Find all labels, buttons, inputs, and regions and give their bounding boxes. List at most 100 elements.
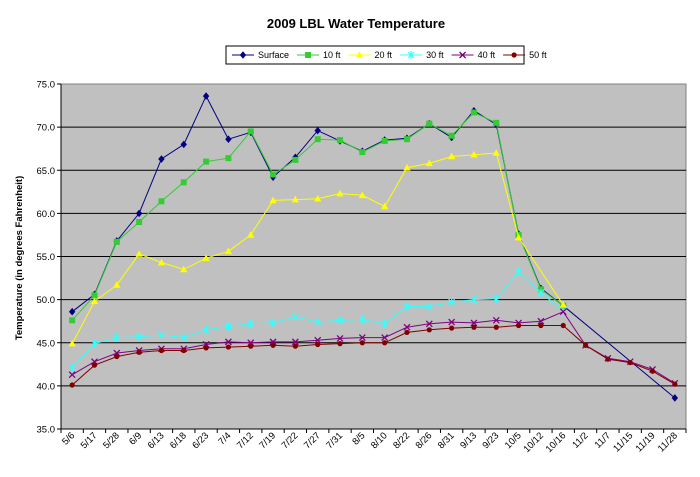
data-point bbox=[649, 368, 656, 374]
legend-marker bbox=[511, 52, 517, 58]
data-point bbox=[337, 341, 343, 347]
x-tick-label: 11/2 bbox=[570, 430, 590, 450]
data-point bbox=[135, 250, 143, 257]
series-line bbox=[71, 325, 676, 386]
data-point bbox=[425, 159, 433, 167]
data-point bbox=[358, 334, 366, 342]
legend-label: 10 ft bbox=[323, 50, 341, 60]
data-point bbox=[202, 325, 210, 334]
data-point bbox=[493, 324, 499, 330]
data-point bbox=[91, 292, 98, 299]
data-point bbox=[113, 281, 121, 288]
data-point bbox=[91, 339, 98, 348]
data-point bbox=[358, 315, 366, 324]
data-point bbox=[247, 128, 254, 135]
legend-label: 40 ft bbox=[478, 50, 496, 60]
series-line bbox=[71, 152, 564, 344]
data-point bbox=[403, 163, 411, 171]
x-tick-label: 11/19 bbox=[634, 430, 658, 454]
y-tick-label: 50.0 bbox=[37, 295, 56, 306]
legend-marker bbox=[305, 52, 312, 58]
data-point bbox=[224, 247, 233, 255]
legend-label: 30 ft bbox=[426, 50, 444, 60]
x-tick-label: 10/5 bbox=[503, 430, 524, 451]
series-layer bbox=[68, 92, 679, 402]
x-tick-label: 6/23 bbox=[190, 430, 211, 451]
data-point bbox=[180, 179, 187, 186]
data-point bbox=[448, 298, 456, 307]
legend-item: 20 ft bbox=[348, 50, 393, 60]
data-point bbox=[248, 343, 254, 349]
data-point bbox=[537, 288, 545, 297]
data-point bbox=[448, 152, 456, 160]
data-point bbox=[359, 340, 365, 346]
data-point bbox=[224, 338, 232, 346]
data-point bbox=[135, 209, 143, 218]
y-tick-label: 70.0 bbox=[37, 123, 56, 134]
y-tick-label: 40.0 bbox=[37, 381, 56, 392]
data-point bbox=[68, 371, 76, 379]
y-tick-label: 60.0 bbox=[37, 209, 56, 220]
data-point bbox=[337, 137, 344, 144]
y-tick-label: 55.0 bbox=[37, 252, 56, 263]
y-tick-label: 65.0 bbox=[37, 166, 56, 177]
x-tick-label: 8/31 bbox=[436, 430, 457, 451]
x-tick-label: 9/23 bbox=[481, 430, 502, 451]
legend-item: 50 ft bbox=[503, 50, 547, 60]
data-point bbox=[270, 342, 276, 348]
x-tick-label: 8/10 bbox=[369, 430, 390, 451]
legend-item: Surface bbox=[232, 50, 289, 60]
data-point bbox=[314, 126, 321, 135]
x-tick-label: 5/6 bbox=[60, 430, 77, 447]
data-point bbox=[470, 295, 478, 304]
x-tick-label: 7/27 bbox=[302, 430, 323, 451]
x-tick-label: 7/19 bbox=[257, 430, 278, 451]
data-point bbox=[448, 318, 456, 326]
data-point bbox=[314, 194, 322, 202]
data-point bbox=[514, 233, 523, 241]
data-point bbox=[470, 109, 477, 116]
data-point bbox=[403, 323, 411, 331]
data-point bbox=[381, 319, 389, 328]
legend-item: 40 ft bbox=[451, 50, 496, 60]
x-tick-label: 5/17 bbox=[79, 430, 100, 451]
x-tick-label: 11/28 bbox=[656, 430, 680, 454]
chart-title: 2009 LBL Water Temperature bbox=[267, 16, 445, 31]
data-point bbox=[336, 334, 344, 342]
legend-item: 30 ft bbox=[400, 50, 444, 60]
data-point bbox=[158, 330, 165, 339]
legend-marker bbox=[459, 51, 467, 59]
data-point bbox=[560, 322, 566, 329]
x-tick-label: 7/22 bbox=[280, 430, 301, 451]
data-point bbox=[157, 258, 166, 266]
data-point bbox=[336, 316, 344, 325]
data-point bbox=[403, 136, 410, 143]
x-axis-ticks: 5/6 5/17 5/28 6/9 6/13 6/18 6/23 7/4 7/12 7/19 7/2… bbox=[60, 429, 687, 455]
data-point bbox=[671, 394, 679, 402]
x-tick-label: 10/16 bbox=[544, 430, 569, 455]
data-point bbox=[292, 343, 298, 349]
data-point bbox=[314, 136, 321, 143]
data-point bbox=[493, 119, 500, 126]
series-20-ft bbox=[68, 149, 567, 347]
data-point bbox=[90, 297, 99, 305]
data-point bbox=[582, 342, 589, 348]
data-point bbox=[113, 238, 120, 245]
data-point bbox=[381, 334, 389, 342]
data-point bbox=[180, 333, 188, 342]
data-point bbox=[69, 382, 75, 388]
data-point bbox=[202, 254, 210, 262]
x-tick-label: 8/22 bbox=[391, 430, 412, 451]
data-point bbox=[291, 195, 299, 203]
series-line bbox=[71, 311, 676, 384]
legend: Surface 10 ft 20 ft 30 ft 40 ft 50 ft bbox=[232, 50, 547, 60]
legend-marker bbox=[355, 51, 364, 58]
data-point bbox=[448, 132, 455, 139]
data-point bbox=[292, 156, 299, 163]
data-point bbox=[269, 318, 277, 327]
data-point bbox=[492, 316, 500, 324]
legend-label: Surface bbox=[258, 50, 289, 60]
data-point bbox=[492, 149, 500, 156]
data-point bbox=[158, 347, 165, 354]
data-point bbox=[203, 345, 209, 351]
